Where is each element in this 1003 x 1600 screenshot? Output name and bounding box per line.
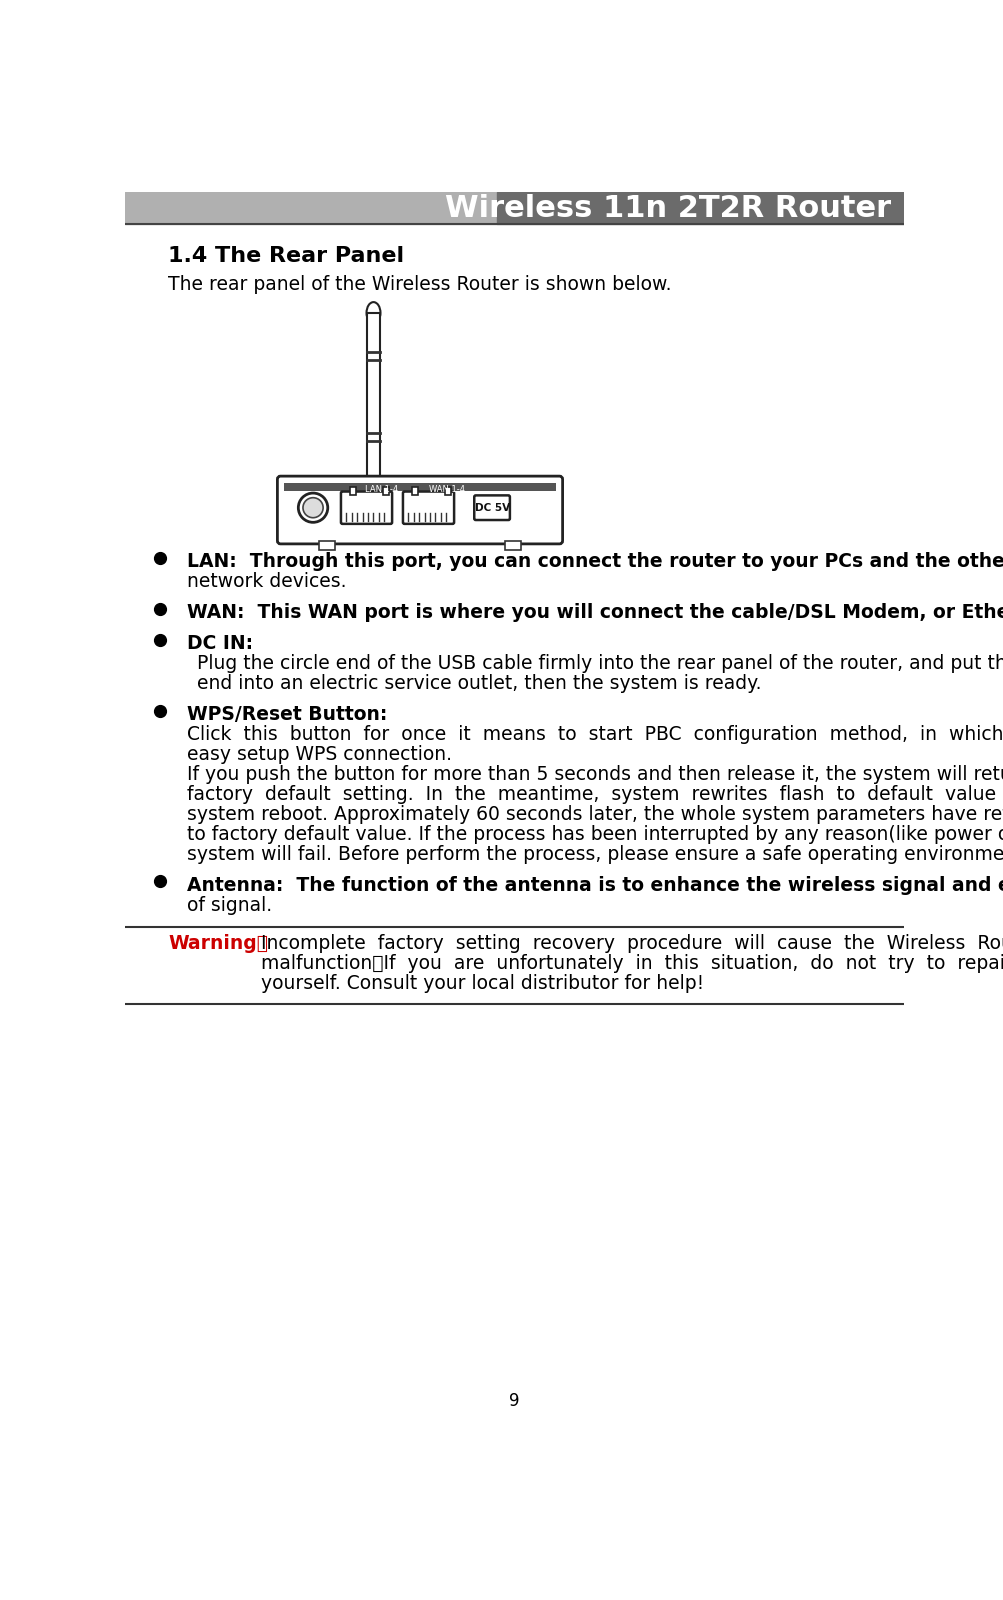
- Ellipse shape: [303, 498, 323, 518]
- Bar: [412, 486, 418, 494]
- FancyBboxPatch shape: [277, 477, 562, 544]
- Text: system reboot. Approximately 60 seconds later, the whole system parameters have : system reboot. Approximately 60 seconds …: [188, 805, 1003, 824]
- Bar: [497, 192, 903, 224]
- Bar: [505, 541, 521, 550]
- Bar: [382, 486, 388, 494]
- Text: LAN 1-4: LAN 1-4: [364, 485, 397, 493]
- Text: Antenna:  The function of the antenna is to enhance the wireless signal and expa: Antenna: The function of the antenna is …: [188, 875, 1003, 894]
- Bar: [284, 483, 555, 491]
- Text: WAN:  This WAN port is where you will connect the cable/DSL Modem, or Ethernet.: WAN: This WAN port is where you will con…: [188, 603, 1003, 622]
- Bar: [444, 486, 450, 494]
- Text: 1.4 The Rear Panel: 1.4 The Rear Panel: [168, 246, 404, 266]
- Text: WPS/Reset Button:: WPS/Reset Button:: [188, 706, 387, 723]
- Text: end into an electric service outlet, then the system is ready.: end into an electric service outlet, the…: [192, 674, 761, 693]
- Text: Wireless 11n 2T2R Router: Wireless 11n 2T2R Router: [444, 194, 891, 222]
- Bar: [366, 314, 380, 480]
- Bar: [350, 486, 356, 494]
- Text: yourself. Consult your local distributor for help!: yourself. Consult your local distributor…: [261, 974, 704, 994]
- Text: to factory default value. If the process has been interrupted by any reason(like: to factory default value. If the process…: [188, 826, 1003, 843]
- Text: Plug the circle end of the USB cable firmly into the rear panel of the router, a: Plug the circle end of the USB cable fir…: [192, 654, 1003, 674]
- Text: of signal.: of signal.: [188, 896, 273, 915]
- Ellipse shape: [366, 302, 380, 323]
- Text: Incomplete  factory  setting  recovery  procedure  will  cause  the  Wireless  R: Incomplete factory setting recovery proc…: [261, 934, 1003, 954]
- Text: DC IN:: DC IN:: [188, 634, 254, 653]
- Text: system will fail. Before perform the process, please ensure a safe operating env: system will fail. Before perform the pro…: [188, 845, 1003, 864]
- Text: network devices.: network devices.: [188, 573, 347, 592]
- Text: malfunction！If  you  are  unfortunately  in  this  situation,  do  not  try  to : malfunction！If you are unfortunately in …: [261, 954, 1003, 973]
- FancyBboxPatch shape: [473, 496, 510, 520]
- Text: easy setup WPS connection.: easy setup WPS connection.: [188, 746, 452, 763]
- Text: factory  default  setting.  In  the  meantime,  system  rewrites  flash  to  def: factory default setting. In the meantime…: [188, 786, 1003, 803]
- FancyBboxPatch shape: [341, 491, 392, 523]
- Text: DC 5V: DC 5V: [474, 502, 510, 512]
- Bar: [125, 192, 497, 224]
- Bar: [319, 541, 334, 550]
- Text: Click  this  button  for  once  it  means  to  start  PBC  configuration  method: Click this button for once it means to s…: [188, 725, 1003, 744]
- Text: 9: 9: [509, 1392, 520, 1410]
- Text: The rear panel of the Wireless Router is shown below.: The rear panel of the Wireless Router is…: [168, 275, 671, 294]
- Text: LAN:  Through this port, you can connect the router to your PCs and the other Et: LAN: Through this port, you can connect …: [188, 552, 1003, 571]
- Text: WAN 1-4: WAN 1-4: [428, 485, 464, 493]
- FancyBboxPatch shape: [402, 491, 453, 523]
- Text: If you push the button for more than 5 seconds and then release it, the system w: If you push the button for more than 5 s…: [188, 765, 1003, 784]
- Text: Warning：: Warning：: [168, 934, 268, 954]
- Ellipse shape: [298, 493, 327, 522]
